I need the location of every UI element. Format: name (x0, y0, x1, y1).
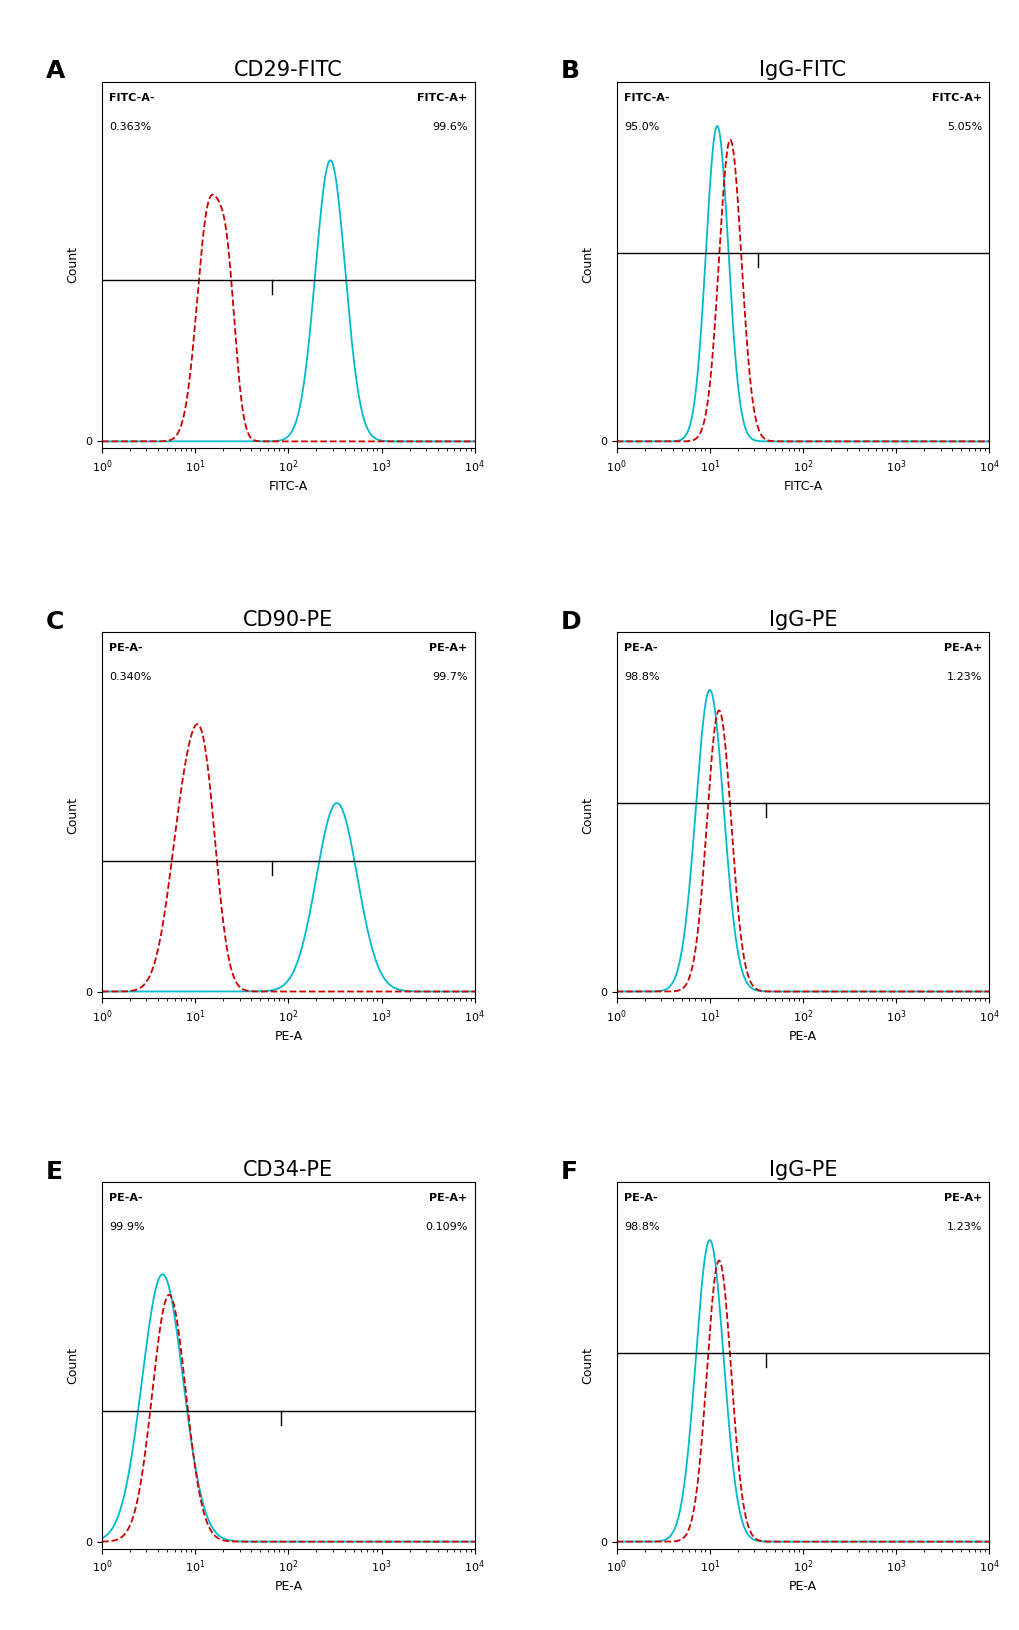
Text: 0.363%: 0.363% (109, 122, 152, 132)
Text: 0.340%: 0.340% (109, 672, 152, 681)
Text: PE-A-: PE-A- (624, 642, 657, 652)
Y-axis label: Count: Count (581, 797, 594, 833)
Text: FITC-A-: FITC-A- (624, 93, 668, 103)
Text: PE-A+: PE-A+ (429, 642, 467, 652)
Text: FITC-A-: FITC-A- (109, 93, 155, 103)
Text: F: F (560, 1161, 577, 1183)
Text: 98.8%: 98.8% (624, 1222, 659, 1232)
Text: 1.23%: 1.23% (946, 672, 981, 681)
Y-axis label: Count: Count (66, 1346, 79, 1384)
Y-axis label: Count: Count (581, 246, 594, 284)
Text: PE-A+: PE-A+ (943, 642, 981, 652)
Text: 99.9%: 99.9% (109, 1222, 145, 1232)
Text: 95.0%: 95.0% (624, 122, 658, 132)
Text: B: B (560, 59, 579, 83)
Text: PE-A-: PE-A- (624, 1193, 657, 1203)
Text: PE-A-: PE-A- (109, 642, 143, 652)
Y-axis label: Count: Count (66, 246, 79, 284)
X-axis label: FITC-A: FITC-A (269, 481, 308, 494)
Text: 5.05%: 5.05% (946, 122, 981, 132)
Text: 0.109%: 0.109% (425, 1222, 467, 1232)
Y-axis label: Count: Count (66, 797, 79, 833)
Text: PE-A+: PE-A+ (429, 1193, 467, 1203)
Title: IgG-FITC: IgG-FITC (759, 60, 846, 80)
Title: CD90-PE: CD90-PE (244, 610, 333, 631)
Title: IgG-PE: IgG-PE (768, 1161, 837, 1180)
X-axis label: PE-A: PE-A (788, 1030, 816, 1043)
Text: D: D (560, 610, 581, 634)
Text: FITC-A+: FITC-A+ (417, 93, 467, 103)
Text: E: E (46, 1161, 63, 1183)
Title: CD34-PE: CD34-PE (244, 1161, 333, 1180)
Text: FITC-A+: FITC-A+ (931, 93, 981, 103)
X-axis label: FITC-A: FITC-A (783, 481, 821, 494)
Text: 99.7%: 99.7% (431, 672, 467, 681)
X-axis label: PE-A: PE-A (788, 1581, 816, 1594)
X-axis label: PE-A: PE-A (274, 1581, 303, 1594)
Text: 98.8%: 98.8% (624, 672, 659, 681)
Title: CD29-FITC: CD29-FITC (233, 60, 342, 80)
Text: PE-A-: PE-A- (109, 1193, 143, 1203)
Text: 99.6%: 99.6% (431, 122, 467, 132)
Title: IgG-PE: IgG-PE (768, 610, 837, 631)
X-axis label: PE-A: PE-A (274, 1030, 303, 1043)
Text: C: C (46, 610, 64, 634)
Y-axis label: Count: Count (581, 1346, 594, 1384)
Text: A: A (46, 59, 65, 83)
Text: 1.23%: 1.23% (946, 1222, 981, 1232)
Text: PE-A+: PE-A+ (943, 1193, 981, 1203)
